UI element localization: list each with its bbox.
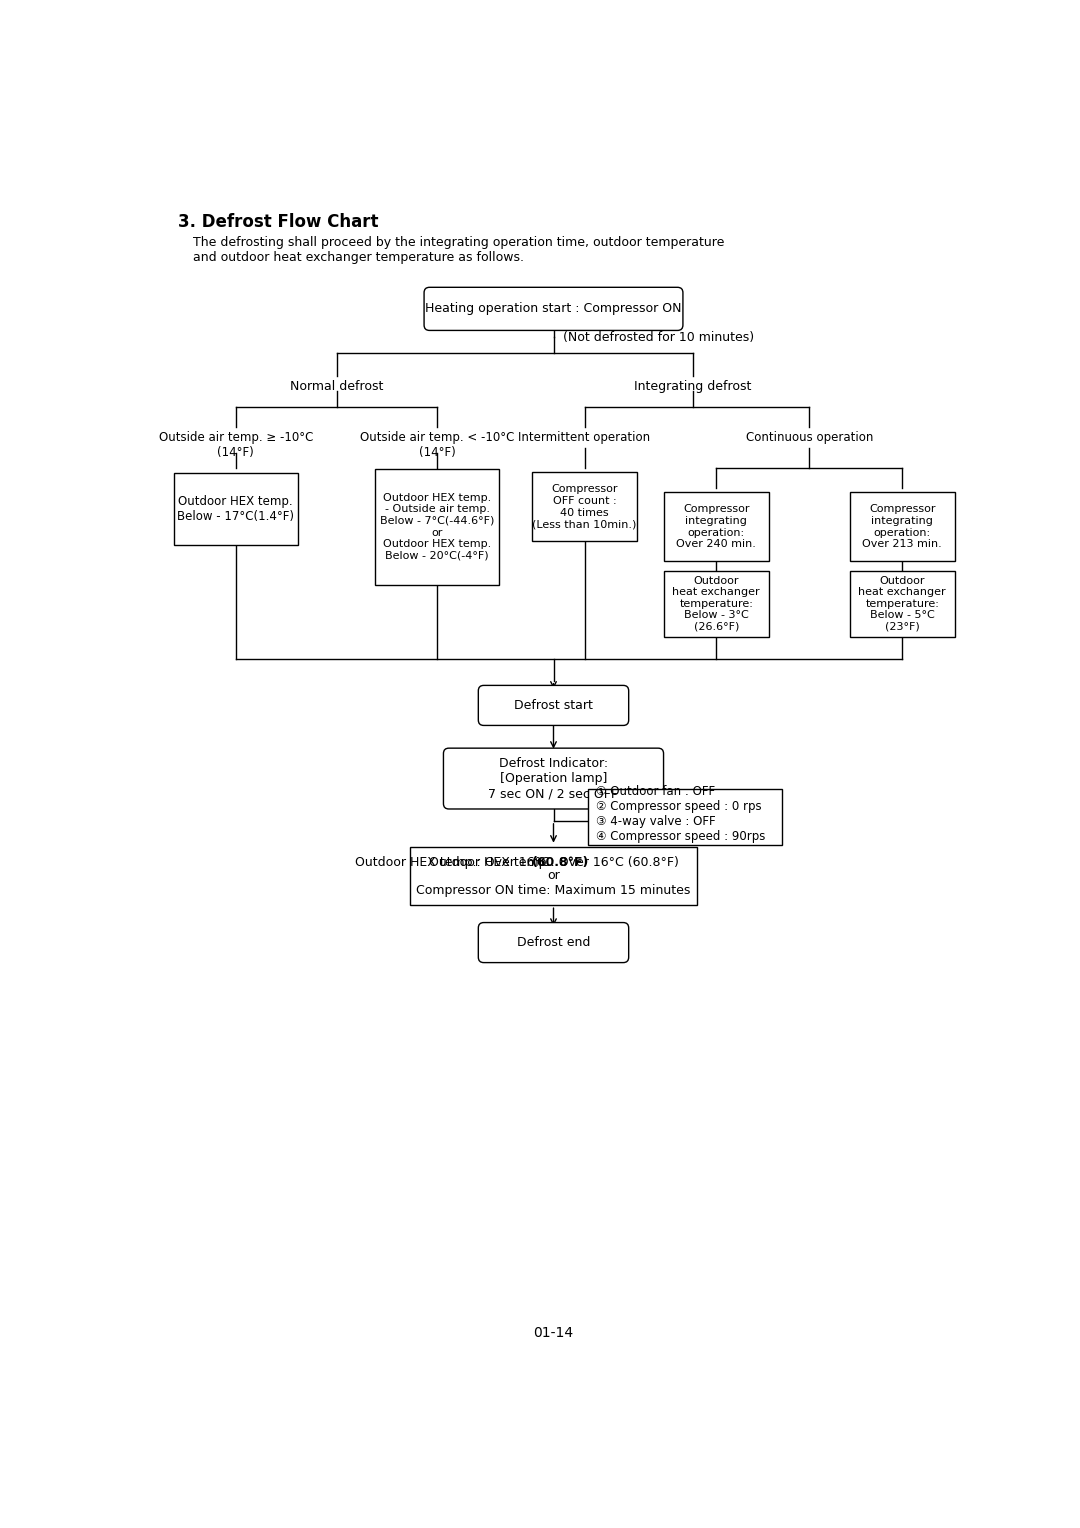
- Text: Compressor ON time: Maximum 15 minutes: Compressor ON time: Maximum 15 minutes: [416, 883, 691, 897]
- Text: Outdoor
heat exchanger
temperature:
Below - 5°C
(23°F): Outdoor heat exchanger temperature: Belo…: [859, 576, 946, 633]
- Text: 01-14: 01-14: [534, 1326, 573, 1340]
- FancyBboxPatch shape: [375, 469, 499, 585]
- Text: Outside air temp. < -10°C
(14°F): Outside air temp. < -10°C (14°F): [360, 431, 514, 458]
- Text: ① Outdoor fan : OFF
② Compressor speed : 0 rps
③ 4-way valve : OFF
④ Compressor : ① Outdoor fan : OFF ② Compressor speed :…: [596, 785, 766, 843]
- Text: Normal defrost: Normal defrost: [289, 380, 383, 394]
- Text: Compressor
integrating
operation:
Over 240 min.: Compressor integrating operation: Over 2…: [676, 504, 756, 549]
- FancyBboxPatch shape: [478, 923, 629, 963]
- Text: Integrating defrost: Integrating defrost: [634, 380, 752, 394]
- Text: Outside air temp. ≥ -10°C
(14°F): Outside air temp. ≥ -10°C (14°F): [159, 431, 313, 458]
- FancyBboxPatch shape: [664, 571, 769, 637]
- Text: Defrost end: Defrost end: [517, 937, 590, 949]
- Text: 3. Defrost Flow Chart: 3. Defrost Flow Chart: [177, 212, 378, 231]
- Text: Heating operation start : Compressor ON: Heating operation start : Compressor ON: [426, 303, 681, 315]
- FancyBboxPatch shape: [410, 848, 697, 905]
- Text: The defrosting shall proceed by the integrating operation time, outdoor temperat: The defrosting shall proceed by the inte…: [193, 235, 725, 264]
- FancyBboxPatch shape: [478, 686, 629, 726]
- Text: Continuous operation: Continuous operation: [745, 431, 873, 443]
- FancyBboxPatch shape: [664, 492, 769, 561]
- Text: Compressor
OFF count :
40 times
(Less than 10min.): Compressor OFF count : 40 times (Less th…: [532, 484, 637, 529]
- Text: Outdoor
heat exchanger
temperature:
Below - 3°C
(26.6°F): Outdoor heat exchanger temperature: Belo…: [673, 576, 760, 633]
- Text: or: or: [548, 869, 559, 882]
- Text: Defrost Indicator:
[Operation lamp]
7 sec ON / 2 sec OFF: Defrost Indicator: [Operation lamp] 7 se…: [488, 756, 619, 801]
- FancyBboxPatch shape: [424, 287, 683, 330]
- Text: (60.8°F): (60.8°F): [531, 856, 590, 869]
- Text: Compressor
integrating
operation:
Over 213 min.: Compressor integrating operation: Over 2…: [862, 504, 942, 549]
- FancyBboxPatch shape: [589, 790, 782, 845]
- Text: (Not defrosted for 10 minutes): (Not defrosted for 10 minutes): [563, 332, 754, 344]
- FancyBboxPatch shape: [850, 492, 955, 561]
- FancyBboxPatch shape: [444, 749, 663, 808]
- Text: Outdoor HEX temp.: Over 16°C: Outdoor HEX temp.: Over 16°C: [354, 856, 554, 869]
- Text: Outdoor HEX temp.
- Outside air temp.
Below - 7°C(-44.6°F)
or
Outdoor HEX temp.
: Outdoor HEX temp. - Outside air temp. Be…: [380, 492, 495, 561]
- Text: Outdoor HEX temp.: Over 16°C (60.8°F): Outdoor HEX temp.: Over 16°C (60.8°F): [429, 856, 678, 869]
- FancyBboxPatch shape: [174, 472, 298, 545]
- FancyBboxPatch shape: [532, 472, 637, 541]
- Text: Defrost start: Defrost start: [514, 698, 593, 712]
- FancyBboxPatch shape: [850, 571, 955, 637]
- Text: Intermittent operation: Intermittent operation: [518, 431, 650, 443]
- Text: Outdoor HEX temp.
Below - 17°C(1.4°F): Outdoor HEX temp. Below - 17°C(1.4°F): [177, 495, 294, 523]
